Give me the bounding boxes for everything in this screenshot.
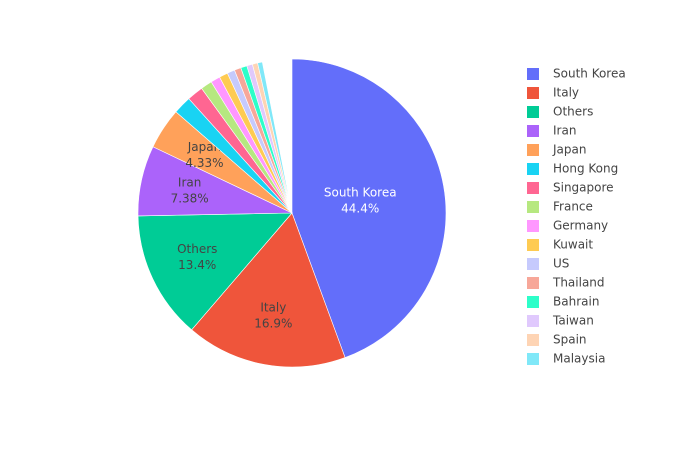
legend-label: Bahrain: [553, 295, 599, 309]
legend-swatch: [527, 334, 539, 346]
legend-label: US: [553, 257, 569, 271]
slice-percent: 13.4%: [178, 258, 216, 272]
slice-label: Iran: [178, 175, 201, 189]
legend-label: Germany: [553, 219, 608, 233]
legend-label: Japan: [552, 143, 586, 157]
legend-swatch: [527, 220, 539, 232]
legend-swatch: [527, 353, 539, 365]
legend-label: Italy: [553, 86, 579, 100]
legend-label: Malaysia: [553, 352, 605, 366]
legend-swatch: [527, 258, 539, 270]
legend-swatch: [527, 68, 539, 80]
legend-label: Others: [553, 105, 593, 119]
slice-percent: 4.33%: [185, 156, 223, 170]
slice-label: Italy: [260, 301, 286, 315]
legend-label: Hong Kong: [553, 162, 618, 176]
slice-percent: 16.9%: [254, 317, 292, 331]
slice-label: Others: [177, 242, 217, 256]
legend-label: Iran: [553, 124, 576, 138]
legend-label: South Korea: [553, 67, 626, 81]
legend-swatch: [527, 315, 539, 327]
legend-swatch: [527, 125, 539, 137]
legend-label: Taiwan: [552, 314, 594, 328]
legend-label: France: [553, 200, 593, 214]
slice-percent: 7.38%: [171, 191, 209, 205]
legend-label: Thailand: [552, 276, 605, 290]
slice-label: South Korea: [324, 185, 397, 199]
legend-swatch: [527, 163, 539, 175]
legend-swatch: [527, 277, 539, 289]
legend-label: Kuwait: [553, 238, 593, 252]
legend-label: Spain: [553, 333, 587, 347]
legend-swatch: [527, 106, 539, 118]
pie-slice: [137, 212, 293, 331]
legend-swatch: [527, 239, 539, 251]
pie-slice: [257, 61, 293, 214]
legend-swatch: [527, 87, 539, 99]
legend-swatch: [527, 296, 539, 308]
legend-swatch: [527, 144, 539, 156]
slice-percent: 44.4%: [341, 201, 379, 215]
legend-swatch: [527, 182, 539, 194]
pie-slice: [191, 212, 346, 368]
pie-slice: [291, 58, 447, 358]
legend-swatch: [527, 201, 539, 213]
legend-label: Singapore: [553, 181, 614, 195]
